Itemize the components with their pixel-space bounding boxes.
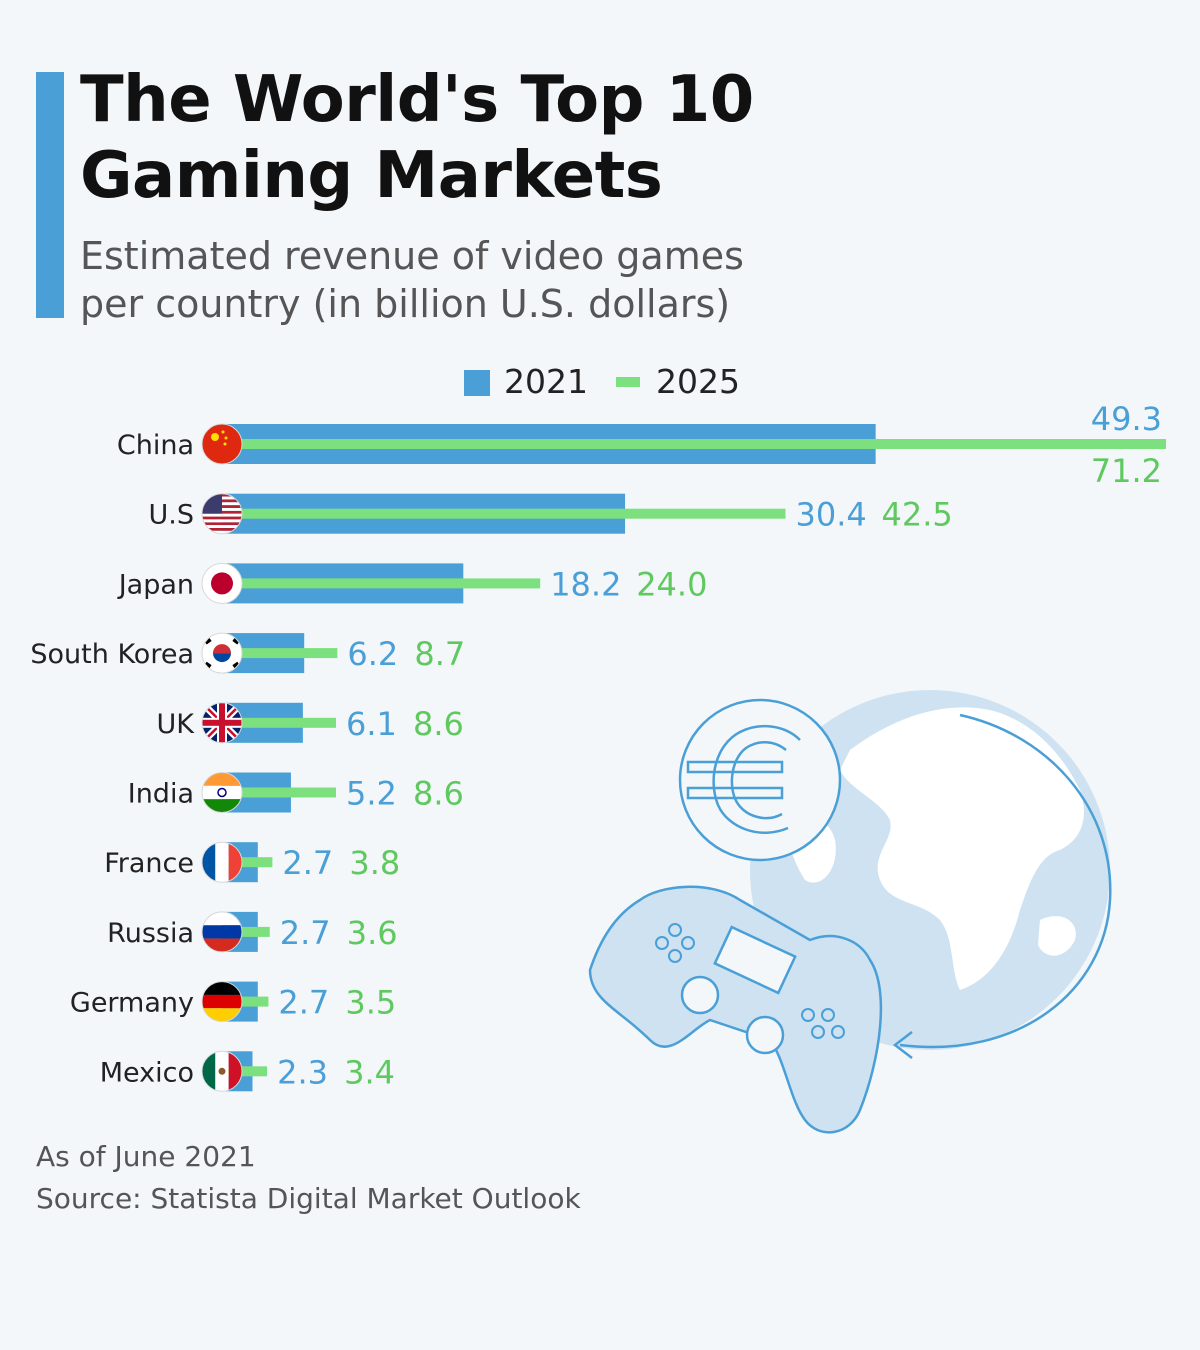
value-label-2021-7: 2.7 [280, 914, 331, 952]
chart-subtitle: Estimated revenue of video games per cou… [80, 232, 744, 328]
category-label-5: India [128, 779, 194, 810]
bar-2025-9 [222, 1066, 268, 1077]
value-label-2025-1: 42.5 [881, 496, 952, 534]
bar-2025-6 [222, 857, 273, 868]
bar-2025-5 [222, 787, 337, 798]
russia-flag-icon [202, 911, 242, 952]
category-label-2: Japan [117, 569, 194, 600]
south-korea-flag-icon [202, 633, 242, 674]
china-flag-icon [202, 424, 242, 464]
value-label-2025-5: 8.6 [413, 775, 464, 813]
bar-2025-7 [222, 926, 270, 937]
bar-2025-2 [222, 578, 541, 589]
bar-2025-3 [222, 648, 338, 659]
category-label-4: UK [157, 709, 196, 740]
value-label-2021-0: 49.3 [1091, 400, 1162, 438]
game-controller-icon [588, 885, 883, 1134]
value-label-2025-8: 3.5 [345, 984, 396, 1022]
source-note: Source: Statista Digital Market Outlook [36, 1182, 581, 1215]
value-label-2025-0: 71.2 [1091, 452, 1162, 490]
category-label-1: U.S [149, 500, 194, 531]
value-label-2025-9: 3.4 [344, 1053, 395, 1091]
rotation-arrow-icon [899, 713, 1112, 1049]
chart-subtitle-line-2: per country (in billion U.S. dollars) [80, 282, 731, 326]
gaming-globe-illustration [588, 690, 1112, 1134]
category-label-8: Germany [70, 988, 194, 1019]
title-accent-bar [36, 72, 64, 318]
chart-notes: As of June 2021 Source: Statista Digital… [36, 1136, 581, 1220]
category-label-7: Russia [107, 918, 194, 949]
value-label-2021-8: 2.7 [278, 984, 329, 1022]
category-label-3: South Korea [30, 639, 194, 670]
value-label-2021-4: 6.1 [346, 705, 397, 743]
india-flag-icon [202, 772, 242, 813]
euro-coin-icon [678, 698, 842, 862]
value-label-2025-7: 3.6 [347, 914, 398, 952]
us-flag-icon [202, 493, 242, 534]
category-label-9: Mexico [100, 1057, 194, 1088]
category-label-6: France [104, 848, 194, 879]
value-label-2021-5: 5.2 [346, 775, 397, 813]
value-label-2021-2: 18.2 [550, 565, 621, 603]
value-label-2025-2: 24.0 [636, 565, 707, 603]
bar-2025-0 [222, 439, 1166, 449]
category-label-0: China [117, 430, 194, 461]
value-label-2025-4: 8.6 [413, 705, 464, 743]
france-flag-icon [202, 842, 242, 883]
value-label-2021-1: 30.4 [795, 496, 866, 534]
legend-swatch-2025 [616, 377, 640, 387]
value-label-2025-6: 3.8 [349, 844, 400, 882]
chart-title: The World's Top 10 Gaming Markets [80, 62, 754, 214]
value-label-2021-3: 6.2 [347, 635, 398, 673]
uk-flag-icon [202, 702, 242, 743]
japan-flag-icon [202, 563, 242, 604]
chart-subtitle-line-1: Estimated revenue of video games [80, 234, 744, 278]
bar-2025-8 [222, 996, 269, 1007]
mexico-flag-icon [202, 1051, 242, 1092]
chart-title-line-2: Gaming Markets [80, 139, 663, 213]
legend-swatch-2021 [464, 370, 490, 396]
value-label-2021-9: 2.3 [277, 1053, 328, 1091]
chart-title-line-1: The World's Top 10 [80, 63, 754, 137]
value-label-2021-6: 2.7 [282, 844, 333, 882]
bar-chart: China 49.3 71.2 U.S 30.4 42.5 Japan 18.2 24.0 Sou… [30, 400, 1166, 1092]
bar-2025-4 [222, 717, 337, 728]
germany-flag-icon [202, 981, 242, 1022]
bar-2025-1 [222, 508, 786, 519]
legend-label-2021: 2021 [504, 362, 588, 401]
legend-label-2025: 2025 [656, 362, 740, 401]
value-label-2025-3: 8.7 [414, 635, 465, 673]
as-of-note: As of June 2021 [36, 1140, 256, 1173]
rotation-arrowhead-icon [892, 1031, 913, 1059]
